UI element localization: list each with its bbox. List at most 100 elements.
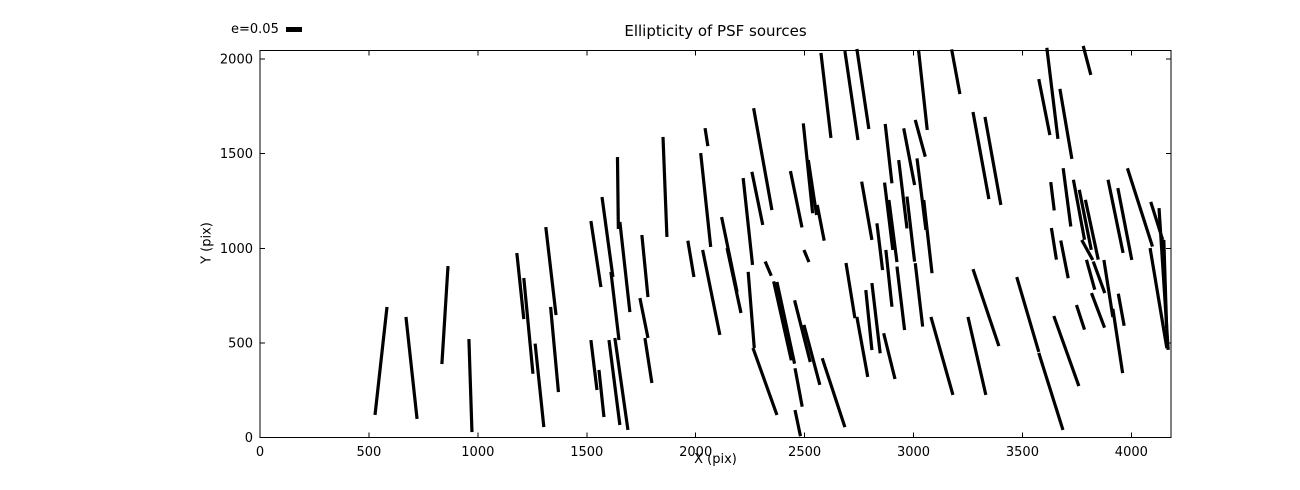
psf-stick bbox=[864, 289, 874, 351]
psf-stick bbox=[1111, 308, 1125, 374]
psf-stick bbox=[875, 223, 885, 271]
psf-stick bbox=[750, 171, 765, 226]
axes-frame bbox=[259, 50, 1172, 438]
psf-stick bbox=[882, 182, 895, 251]
psf-stick bbox=[1077, 189, 1093, 251]
psf-stick bbox=[615, 157, 620, 229]
x-tick-label: 500 bbox=[357, 445, 382, 460]
psf-stick bbox=[806, 159, 819, 216]
psf-stick bbox=[897, 159, 909, 229]
psf-stick bbox=[775, 281, 797, 365]
psf-stick bbox=[618, 221, 632, 313]
psf-stick bbox=[929, 316, 955, 396]
psf-stick bbox=[895, 266, 907, 331]
y-tick-label: 1000 bbox=[220, 242, 253, 257]
psf-stick bbox=[1116, 187, 1134, 261]
psf-stick bbox=[913, 263, 925, 327]
psf-stick bbox=[1148, 247, 1169, 349]
psf-stick bbox=[1052, 315, 1081, 387]
psf-stick bbox=[966, 316, 988, 396]
plot-title: Ellipticity of PSF sources bbox=[624, 22, 807, 40]
psf-stick bbox=[820, 357, 847, 428]
psf-stick bbox=[1125, 167, 1155, 248]
psf-stick bbox=[887, 199, 899, 263]
psf-stick bbox=[404, 316, 419, 420]
x-tick-label: 4000 bbox=[1115, 445, 1148, 460]
psf-stick bbox=[699, 152, 713, 248]
psf-stick bbox=[746, 271, 756, 349]
psf-stick bbox=[467, 339, 474, 433]
psf-stick bbox=[1058, 88, 1074, 160]
psf-stick bbox=[802, 249, 811, 263]
psf-stick bbox=[983, 116, 1003, 206]
psf-stick bbox=[609, 271, 621, 341]
psf-stick bbox=[905, 196, 917, 262]
y-tick-label: 500 bbox=[228, 336, 253, 351]
x-tick-label: 1500 bbox=[570, 445, 603, 460]
psf-stick bbox=[515, 252, 526, 320]
psf-stick bbox=[1162, 239, 1169, 328]
psf-stick bbox=[922, 199, 934, 274]
psf-stick bbox=[1071, 179, 1087, 241]
legend-label: e=0.05 bbox=[231, 21, 279, 37]
psf-stick bbox=[1084, 259, 1097, 291]
psf-stick bbox=[589, 220, 603, 288]
psf-stick bbox=[1089, 292, 1107, 329]
psf-stick bbox=[643, 337, 654, 384]
psf-stick bbox=[686, 240, 696, 278]
psf-stick bbox=[752, 107, 774, 211]
y-tick-label: 1500 bbox=[220, 147, 253, 162]
x-tick-label: 3000 bbox=[897, 445, 930, 460]
psf-stick bbox=[860, 181, 874, 241]
psf-stick bbox=[793, 409, 803, 437]
psf-stick bbox=[855, 48, 871, 130]
psf-stick bbox=[793, 299, 812, 363]
psf-stick bbox=[1037, 78, 1052, 136]
psf-stick bbox=[751, 347, 779, 416]
psf-stick bbox=[802, 324, 822, 386]
y-tick-label: 0 bbox=[245, 431, 253, 446]
psf-stick bbox=[870, 282, 882, 354]
psf-stick bbox=[855, 316, 870, 378]
psf-stick bbox=[661, 136, 669, 237]
psf-stick bbox=[549, 306, 561, 393]
psf-stick bbox=[544, 226, 558, 316]
psf-stick bbox=[884, 249, 894, 307]
psf-stick bbox=[1083, 199, 1100, 260]
psf-stick bbox=[597, 369, 606, 418]
psf-stick bbox=[589, 339, 599, 391]
psf-stick bbox=[1080, 239, 1095, 261]
psf-stick bbox=[1049, 227, 1058, 260]
psf-stick bbox=[638, 297, 650, 339]
x-tick-label: 0 bbox=[256, 445, 264, 460]
legend-stick-sample bbox=[285, 26, 302, 32]
psf-stick bbox=[971, 268, 1001, 347]
psf-stick bbox=[1015, 276, 1041, 353]
psf-stick bbox=[916, 49, 929, 131]
psf-stick bbox=[440, 265, 450, 365]
psf-stick bbox=[1049, 181, 1056, 211]
psf-stick bbox=[703, 127, 710, 147]
x-tick-label: 3500 bbox=[1006, 445, 1039, 460]
psf-stick bbox=[815, 204, 826, 241]
psf-stick bbox=[882, 332, 897, 380]
psf-stick bbox=[1037, 352, 1065, 431]
psf-stick bbox=[1149, 201, 1165, 241]
psf-stick bbox=[1091, 260, 1107, 294]
y-tick-label: 2000 bbox=[220, 53, 253, 68]
psf-stick bbox=[971, 111, 991, 200]
x-tick-label: 1000 bbox=[461, 445, 494, 460]
x-tick-label: 2500 bbox=[788, 445, 821, 460]
psf-stick bbox=[902, 127, 917, 186]
psf-stick bbox=[772, 281, 793, 361]
psf-stick bbox=[607, 339, 622, 426]
psf-stick bbox=[1061, 168, 1073, 227]
psf-stick bbox=[793, 367, 804, 407]
psf-stick bbox=[883, 123, 894, 184]
psf-stick bbox=[640, 234, 650, 298]
psf-stick bbox=[533, 343, 546, 428]
psf-stick bbox=[613, 337, 630, 431]
psf-stick bbox=[1059, 240, 1070, 279]
psf-stick bbox=[1116, 293, 1126, 327]
